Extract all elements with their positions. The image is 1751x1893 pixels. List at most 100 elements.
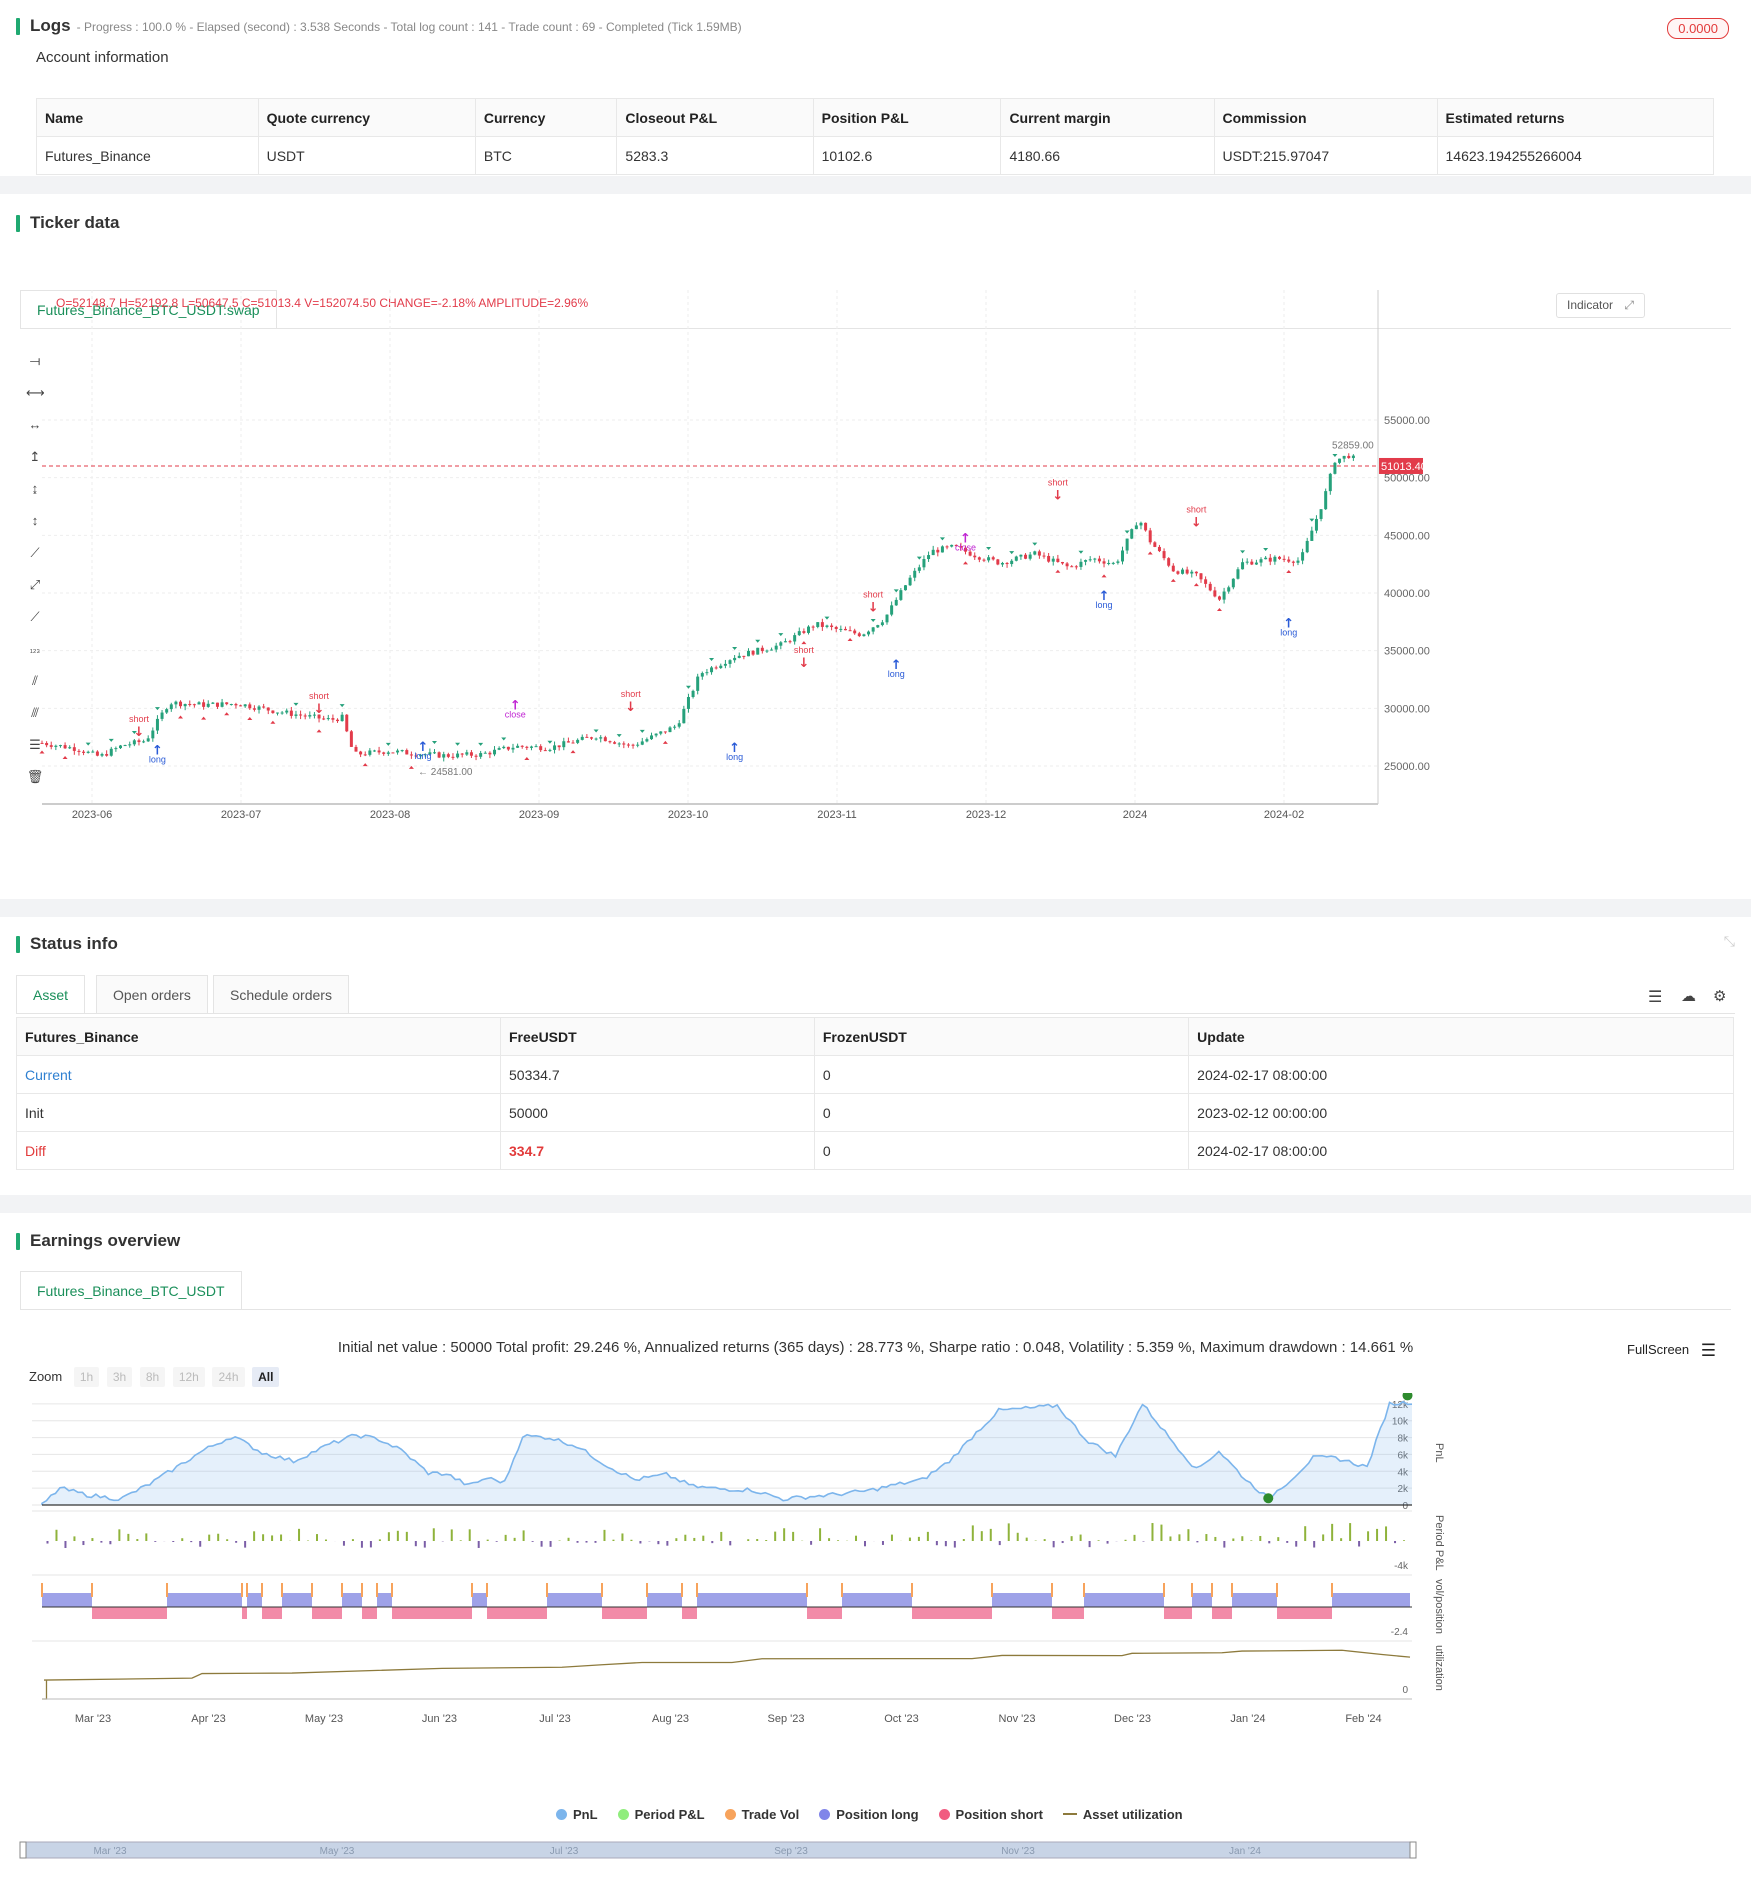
- candle-body: [437, 752, 441, 758]
- parallel-channel-icon[interactable]: ⫽: [32, 673, 38, 688]
- trash-icon[interactable]: 🗑: [26, 769, 44, 784]
- signal-marker: [1147, 551, 1153, 555]
- period-pnl-bar: [1367, 1531, 1370, 1541]
- asset-column-header: Update: [1188, 1017, 1734, 1056]
- price-label-icon[interactable]: ₁₂₃: [29, 644, 41, 654]
- period-pnl-bar: [639, 1541, 642, 1544]
- vertical-ray-icon[interactable]: ↕: [31, 513, 39, 528]
- vertical-line-icon[interactable]: ↥: [29, 449, 41, 464]
- legend-item[interactable]: Position long: [819, 1807, 919, 1822]
- trend-line-icon[interactable]: ⟋: [30, 545, 40, 560]
- candle-body: [1051, 558, 1055, 562]
- zoom-12h-button[interactable]: 12h: [172, 1367, 205, 1387]
- candle-body: [1264, 557, 1268, 560]
- earnings-section: Earnings overview Futures_Binance_BTC_US…: [0, 1213, 1751, 1893]
- trade-vol-bar: [311, 1583, 313, 1597]
- candle-body: [215, 702, 219, 707]
- candle-body: [151, 730, 155, 739]
- navigator-bar[interactable]: Mar '23 May '23 Jul '23 Sep '23 Nov '23 Jan '…: [0, 1840, 1751, 1870]
- vertical-segment-icon[interactable]: ↨: [31, 481, 39, 496]
- earnings-chart[interactable]: 14k 12k 10k 8k 6k 4k 2k 0 PnL -4k Period P&L -2.4 vo…: [0, 1393, 1751, 1873]
- candle-body: [312, 714, 316, 716]
- signal-marker: [893, 589, 899, 593]
- menu-icon[interactable]: ☰: [1700, 1341, 1717, 1360]
- tab-earnings-symbol[interactable]: Futures_Binance_BTC_USDT: [20, 1271, 242, 1309]
- candle-body: [363, 754, 367, 756]
- candle-body: [677, 723, 681, 727]
- period-pnl-bar: [1286, 1541, 1289, 1543]
- navigator-tick-label: May '23: [320, 1846, 355, 1857]
- signal-label: short: [129, 714, 150, 724]
- zoom-1h-button[interactable]: 1h: [73, 1367, 100, 1387]
- position-long-block: [1084, 1593, 1164, 1607]
- candle-body: [211, 702, 215, 704]
- kline-chart[interactable]: 55000.00 50000.00 45000.00 40000.00 35000.00…: [0, 290, 1751, 890]
- legend-item[interactable]: Period P&L: [617, 1807, 705, 1822]
- period-pnl-bar: [55, 1529, 58, 1541]
- earnings-title: Earnings overview: [16, 1231, 180, 1251]
- segment-line-icon[interactable]: ⟋: [30, 609, 40, 624]
- util-tick-label: 0: [1402, 1685, 1408, 1696]
- legend-item[interactable]: Asset utilization: [1062, 1807, 1183, 1822]
- settings-gear-icon[interactable]: ⚙: [1713, 988, 1727, 1005]
- ray-line-icon[interactable]: ⤢: [29, 577, 41, 592]
- fullscreen-button[interactable]: FullScreen ☰: [1627, 1341, 1716, 1361]
- collapse-icon[interactable]: ⤡: [1723, 933, 1735, 949]
- candle-body: [811, 626, 815, 628]
- candle-body: [696, 676, 700, 691]
- candle-body: [1144, 522, 1148, 531]
- candle-body: [414, 755, 418, 757]
- candle-body: [1134, 525, 1138, 530]
- legend-item[interactable]: Trade Vol: [724, 1807, 799, 1822]
- indicator-button[interactable]: Indicator ⤢: [1556, 293, 1645, 318]
- period-pnl-bar: [531, 1541, 534, 1542]
- candle-body: [142, 741, 146, 743]
- candle-body: [576, 739, 580, 743]
- candle-body: [386, 752, 390, 754]
- signal-marker: [755, 639, 761, 643]
- account-cell: 10102.6: [812, 136, 1002, 175]
- candle-body: [49, 745, 53, 747]
- candle-body: [234, 704, 238, 706]
- pitchfork-icon[interactable]: ⫻: [31, 705, 39, 720]
- candle-body: [419, 754, 423, 757]
- candle-body: [1010, 560, 1014, 565]
- candle-body: [779, 642, 783, 646]
- zoom-8h-button[interactable]: 8h: [139, 1367, 166, 1387]
- legend-item[interactable]: Position short: [938, 1807, 1043, 1822]
- signal-label: long: [726, 752, 743, 762]
- tab-ticker-symbol[interactable]: Futures_Binance_BTC_USDT:swap: [20, 290, 277, 328]
- horizontal-ray-icon[interactable]: ⟷: [26, 385, 45, 400]
- cloud-download-icon[interactable]: ☁: [1681, 988, 1696, 1005]
- candle-body: [123, 745, 127, 747]
- candle-body: [465, 752, 469, 755]
- status-section: Status info ⤡ Asset Open orders Schedule…: [0, 917, 1751, 1195]
- position-long-block: [42, 1593, 92, 1607]
- candle-body: [174, 701, 178, 705]
- candle-body: [1162, 551, 1166, 559]
- horizontal-line-icon[interactable]: ⟞: [29, 353, 41, 368]
- period-pnl-bar: [316, 1534, 318, 1541]
- zoom-3h-button[interactable]: 3h: [106, 1367, 133, 1387]
- pnl-line: [41, 1400, 1413, 1505]
- position-short-block: [487, 1607, 547, 1619]
- candle-body: [820, 622, 824, 627]
- candle-body: [797, 631, 801, 636]
- tab-open-orders[interactable]: Open orders: [96, 975, 208, 1013]
- expand-icon[interactable]: ⤢: [1624, 298, 1634, 312]
- list-icon[interactable]: ☰: [1648, 989, 1663, 1006]
- candle-body: [1282, 558, 1286, 560]
- zoom-24h-button[interactable]: 24h: [212, 1367, 245, 1387]
- candle-body: [1301, 552, 1305, 561]
- candle-body: [497, 748, 501, 750]
- candle-body: [802, 631, 806, 633]
- candle-body: [631, 744, 635, 746]
- legend-swatch: [617, 1809, 629, 1820]
- legend-item[interactable]: PnL: [556, 1807, 598, 1822]
- tab-asset[interactable]: Asset: [16, 975, 86, 1013]
- candle-body: [1074, 566, 1078, 568]
- tab-schedule-orders[interactable]: Schedule orders: [213, 975, 349, 1013]
- horizontal-segment-icon[interactable]: ↔: [28, 417, 42, 432]
- fibonacci-icon[interactable]: ☰: [29, 737, 41, 752]
- zoom-all-button[interactable]: All: [252, 1367, 280, 1387]
